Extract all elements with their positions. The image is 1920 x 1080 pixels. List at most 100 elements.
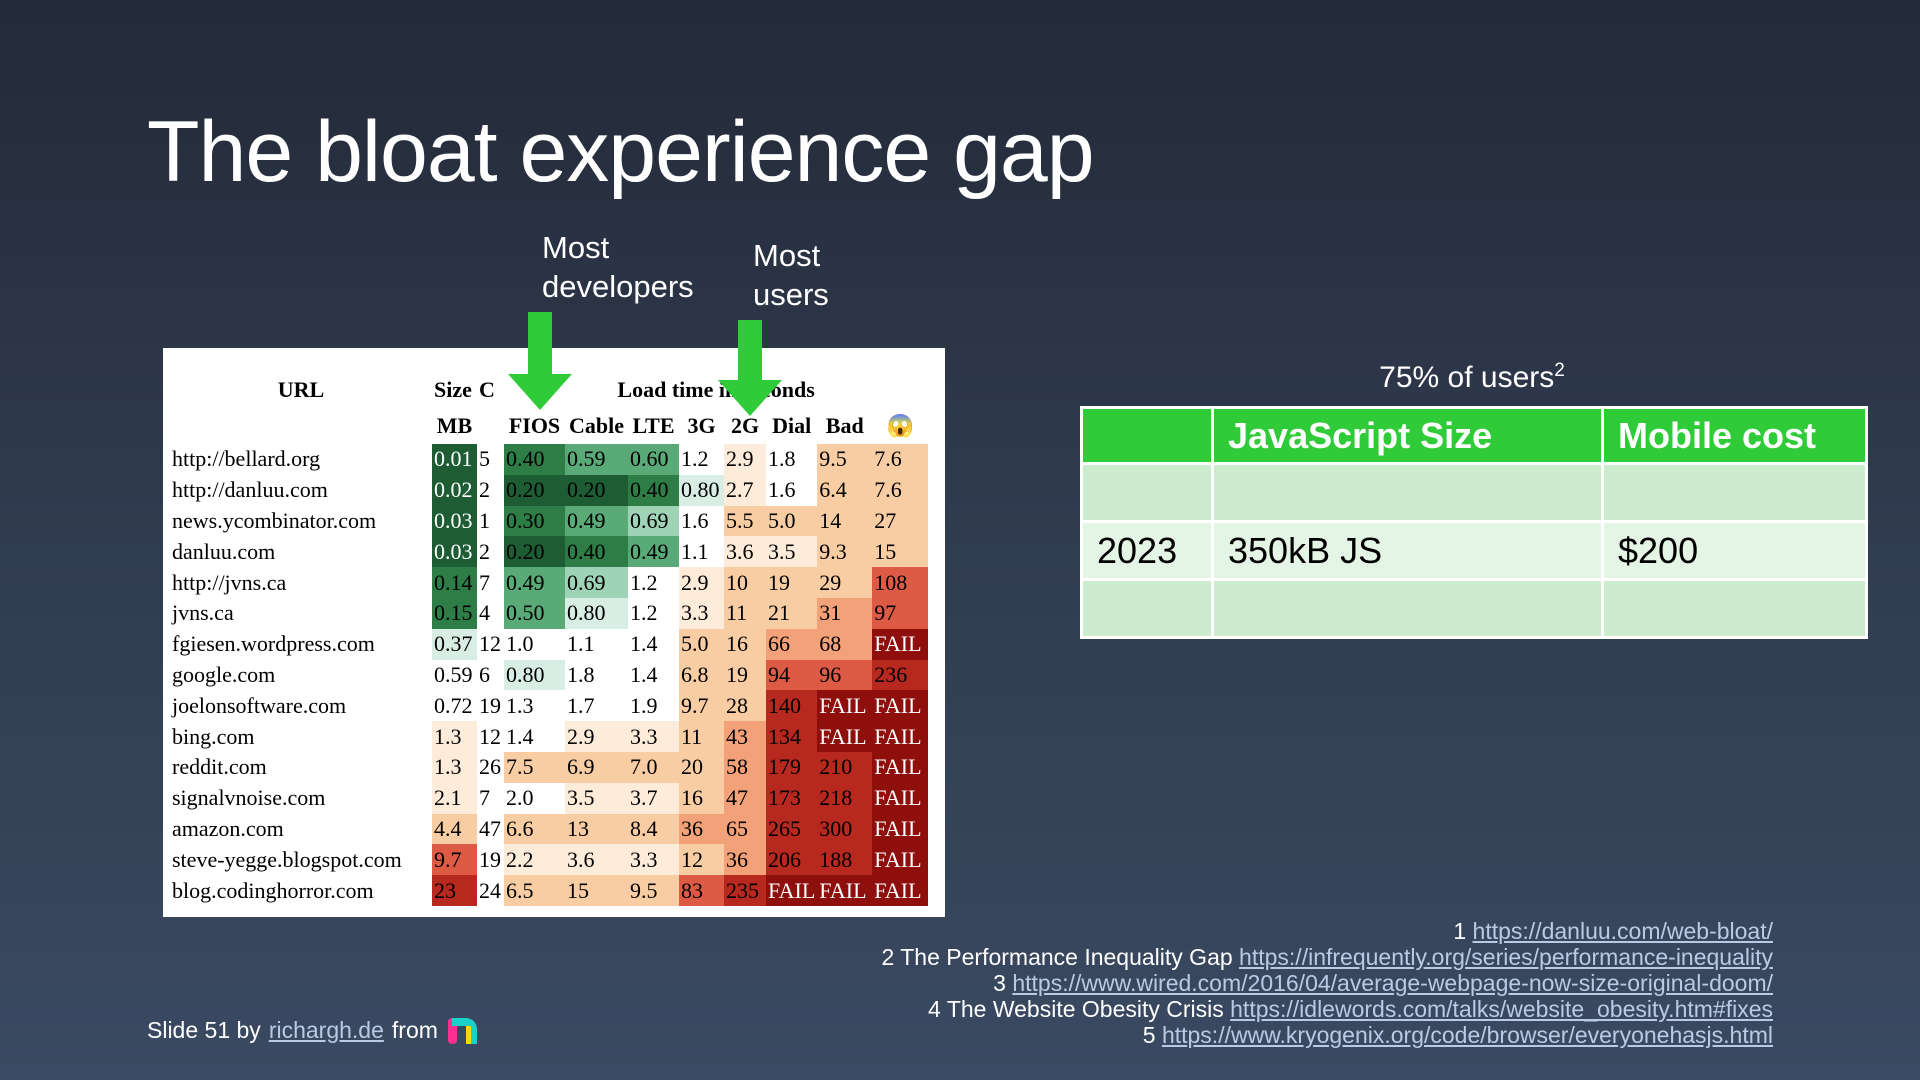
load-time-cell: 0.40	[628, 474, 679, 506]
load-time-cell: 108	[872, 567, 929, 598]
footnote-link[interactable]: https://danluu.com/web-bloat/	[1472, 918, 1773, 944]
col-dial: Dial	[772, 413, 812, 438]
column-header-row: MB FIOS Cable LTE 3G 2G Dial Bad 😱	[170, 408, 928, 444]
load-time-cell: 6.8	[679, 659, 724, 691]
load-time-cell: 0.20	[504, 474, 565, 506]
mb-cell: 2.1	[432, 782, 477, 814]
col-lte: LTE	[632, 413, 675, 438]
load-time-cell: 0.80	[504, 659, 565, 691]
url-cell: http://danluu.com	[172, 477, 328, 503]
col-2g: 2G	[730, 413, 760, 438]
load-time-cell: 7.5	[504, 751, 565, 783]
author-link[interactable]: richargh.de	[268, 1016, 384, 1043]
c-cell: 2	[479, 538, 490, 564]
load-time-cell: 2.9	[724, 444, 766, 475]
callout-developers-line-1: Most	[542, 230, 610, 265]
load-time-header: Load time in seconds	[617, 377, 815, 402]
mb-cell: 0.72	[432, 690, 477, 722]
col-mb: MB	[436, 413, 473, 438]
load-time-cell: 300	[817, 813, 873, 845]
load-time-cell: 96	[817, 659, 873, 691]
c-cell: 6	[479, 661, 490, 687]
load-time-cell: 97	[872, 597, 929, 629]
cost-cell	[1601, 578, 1868, 639]
load-time-cell: FAIL	[817, 721, 873, 752]
url-cell: http://bellard.org	[172, 446, 321, 472]
c-cell: 7	[479, 785, 490, 811]
load-time-cell: 0.80	[679, 474, 724, 506]
load-time-cell: 20	[679, 751, 724, 783]
mb-cell: 0.03	[432, 536, 477, 568]
load-time-cell: 19	[724, 659, 766, 691]
load-time-cell: 218	[817, 782, 873, 814]
load-time-cell: 13	[565, 813, 628, 845]
load-time-cell: 3.7	[628, 782, 679, 814]
load-time-cell: 6.9	[565, 751, 628, 783]
footnote-link[interactable]: https://infrequently.org/series/performa…	[1239, 944, 1773, 970]
load-time-cell: 2.9	[679, 567, 724, 598]
footnote-1: 1 https://danluu.com/web-bloat/	[573, 918, 1773, 944]
url-cell: reddit.com	[172, 754, 267, 780]
c-cell: 5	[479, 446, 490, 472]
load-time-cell: 7.0	[628, 751, 679, 783]
load-time-cell: FAIL	[872, 721, 929, 752]
load-time-cell: 6.6	[504, 813, 565, 845]
cost-row	[1080, 462, 1868, 523]
footnote-2: 2 The Performance Inequality Gap https:/…	[573, 944, 1773, 970]
footnote-link[interactable]: https://www.kryogenix.org/code/browser/e…	[1161, 1022, 1773, 1048]
load-time-cell: 0.49	[628, 536, 679, 568]
load-time-cell: 36	[724, 844, 766, 876]
load-time-cell: 2.7	[724, 474, 766, 506]
c-cell: 19	[479, 846, 501, 872]
caption-text: 75% of users	[1379, 361, 1555, 394]
cost-cell-year: 2023	[1080, 520, 1214, 581]
load-time-cell: 1.6	[679, 505, 724, 537]
url-cell: joelonsoftware.com	[172, 692, 347, 718]
load-time-cell: 1.8	[565, 659, 628, 691]
load-time-cell: 1.8	[766, 444, 818, 475]
load-time-cell: 179	[766, 751, 818, 783]
load-time-cell: 9.7	[679, 690, 724, 722]
load-time-cell: 1.2	[628, 567, 679, 598]
callout-most-users: Most users	[753, 236, 829, 314]
load-time-cell: 5.0	[766, 505, 818, 537]
table-row: http://jvns.ca 0.14 7 0.49 0.69 1.2 2.9 10 19 29 1…	[170, 567, 929, 598]
url-cell: jvns.ca	[172, 600, 234, 626]
col-fios: FIOS	[508, 413, 561, 438]
footnote-4: 4 The Website Obesity Crisis https://idl…	[573, 996, 1773, 1022]
cost-row	[1080, 578, 1868, 639]
cost-table-caption: 75% of users2	[1082, 360, 1862, 395]
c-cell: 47	[479, 815, 501, 841]
load-time-cell: 173	[766, 782, 818, 814]
mb-cell: 0.01	[432, 444, 477, 475]
load-time-cell: FAIL	[817, 875, 873, 906]
load-time-cell: 6.4	[817, 474, 873, 506]
cost-header-mobile-cost: Mobile cost	[1601, 406, 1868, 465]
mb-cell: 0.02	[432, 474, 477, 506]
table-row: http://danluu.com 0.02 2 0.20 0.20 0.40 0.80 2.…	[170, 474, 929, 506]
col-3g: 3G	[687, 413, 716, 438]
callout-developers-line-2: developers	[542, 269, 694, 304]
footnote-link[interactable]: https://idlewords.com/talks/website_obes…	[1230, 996, 1773, 1022]
size-header: Size	[434, 377, 472, 402]
cost-cell	[1211, 462, 1604, 523]
cost-cell	[1080, 462, 1214, 523]
load-time-cell: 68	[817, 628, 873, 660]
load-time-cell: 1.0	[504, 628, 565, 660]
load-time-cell: 7.6	[872, 474, 929, 506]
load-time-cell: 9.5	[817, 444, 873, 475]
c-cell: 12	[479, 631, 501, 657]
url-cell: http://jvns.ca	[172, 569, 287, 595]
table-row: danluu.com 0.03 2 0.20 0.40 0.49 1.1 3.6 3.5 9.3 1…	[170, 536, 929, 568]
load-time-cell: 0.49	[565, 505, 628, 537]
load-time-cell: FAIL	[872, 628, 929, 660]
load-time-cell: 3.3	[628, 844, 679, 876]
caption-footnote-ref: 2	[1554, 360, 1565, 381]
footnote-5: 5 https://www.kryogenix.org/code/browser…	[573, 1022, 1773, 1048]
footnote-link[interactable]: https://www.wired.com/2016/04/average-we…	[1012, 970, 1773, 996]
mb-cell: 4.4	[432, 813, 477, 845]
c-header: C	[479, 377, 495, 402]
load-time-cell: 11	[724, 597, 766, 629]
load-time-cell: FAIL	[766, 875, 818, 906]
col-scream-emoji: 😱	[886, 413, 914, 438]
